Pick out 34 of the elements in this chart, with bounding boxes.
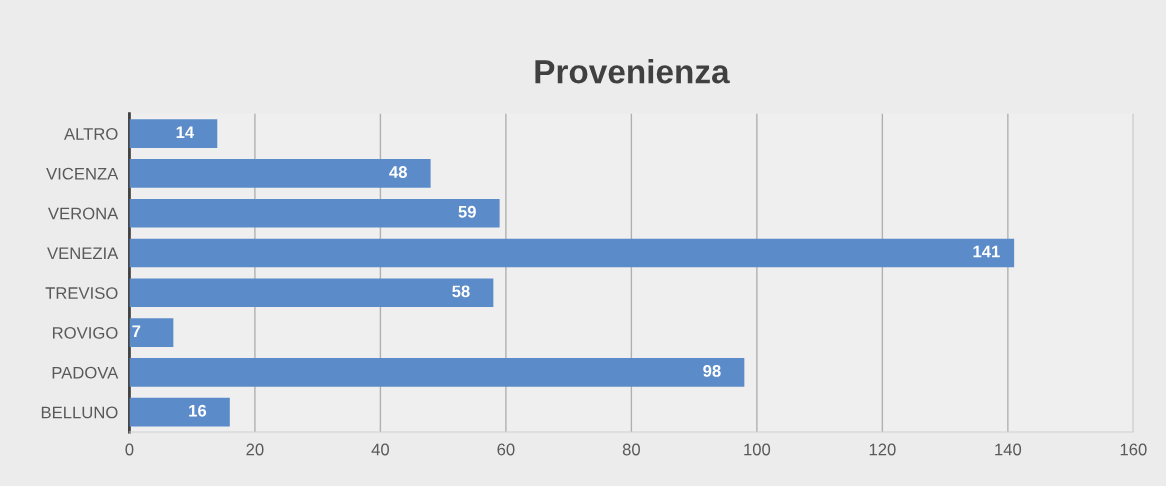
data-label: 59: [458, 205, 476, 218]
data-label: 141: [973, 245, 1000, 258]
data-label: 7: [132, 325, 141, 337]
x-tick-label: 40: [371, 443, 390, 456]
data-label: 14: [176, 126, 195, 138]
bar: [129, 159, 431, 188]
y-tick-label: ROVIGO: [53, 326, 118, 339]
bar: [129, 318, 174, 347]
chart-title: Provenienza: [535, 59, 730, 84]
bar: [129, 198, 500, 228]
data-label: 58: [452, 285, 470, 298]
y-tick-label: VERONA: [48, 207, 119, 220]
bar: [129, 278, 494, 308]
y-tick-label: BELLUNO: [41, 406, 118, 419]
x-tick-label: 100: [744, 443, 771, 456]
y-tick-label: VICENZA: [46, 167, 119, 180]
bar: [129, 358, 745, 387]
bar: [129, 238, 1015, 268]
bar: [129, 119, 218, 148]
x-tick-label: 120: [869, 443, 896, 456]
data-label: 98: [703, 365, 721, 377]
bar: [129, 397, 230, 427]
x-tick-label: 0: [125, 443, 134, 456]
x-tick-label: 60: [497, 443, 515, 456]
y-tick-label: VENEZIA: [47, 247, 119, 260]
x-tick-label: 80: [622, 443, 641, 456]
x-tick-label: 20: [246, 443, 264, 456]
x-tick-label: 140: [995, 443, 1022, 456]
data-label: 48: [389, 166, 407, 178]
y-tick-label: PADOVA: [52, 366, 119, 379]
y-tick-label: ALTRO: [64, 128, 118, 140]
y-tick-label: TREVISO: [45, 287, 118, 299]
data-label: 16: [189, 404, 207, 417]
x-tick-label: 160: [1120, 443, 1147, 456]
